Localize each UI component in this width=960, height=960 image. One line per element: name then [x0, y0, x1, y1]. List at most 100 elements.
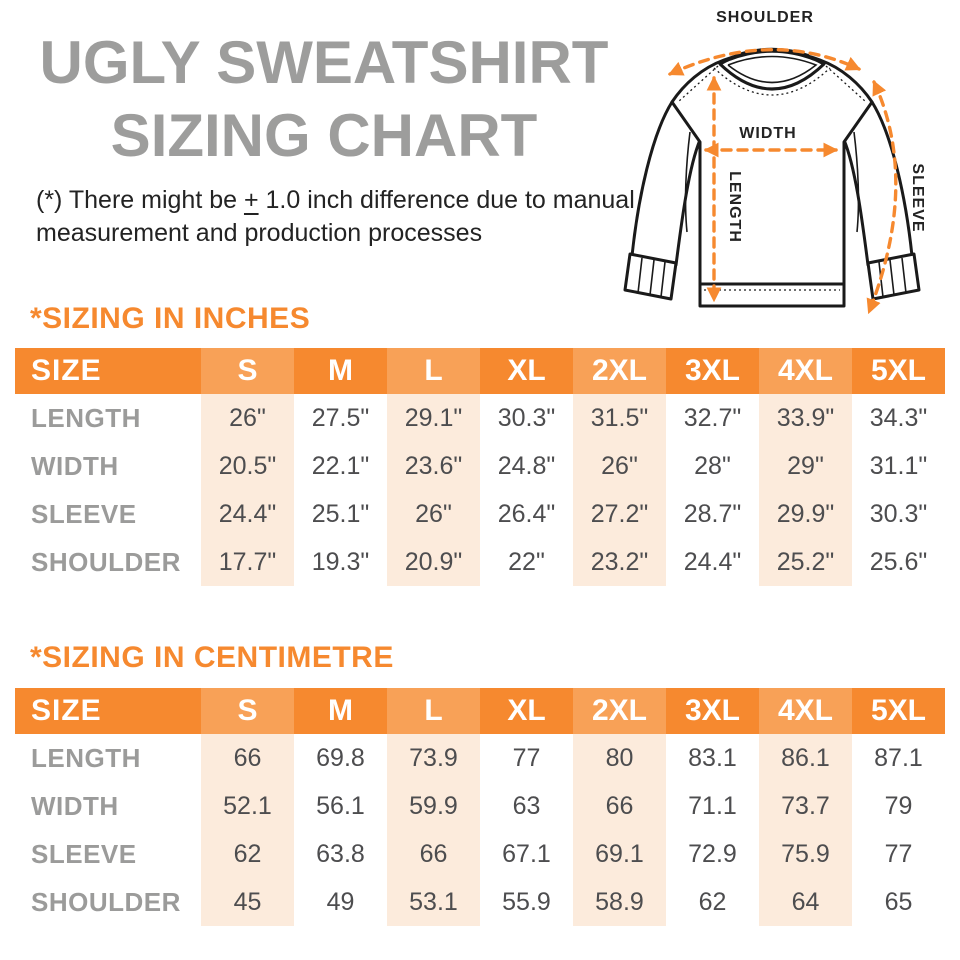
- sizing-table-centimetre: SIZE S M L XL 2XL 3XL 4XL 5XL LENGTH 66 69.8 73.9 77 8…: [15, 688, 945, 926]
- cell-width-xl: 24.8": [497, 451, 556, 480]
- cell-length-5xl: 87.1: [874, 743, 923, 772]
- cell-shoulder-l: 20.9": [387, 538, 480, 586]
- column-header-4xl: 4XL: [759, 688, 852, 734]
- cell-width-l: 59.9: [387, 782, 480, 830]
- column-header-3xl: 3XL: [666, 348, 759, 394]
- cell-width-xl: 63: [512, 791, 541, 820]
- cell-sleeve-xl: 26.4": [497, 499, 556, 528]
- column-header-size: SIZE: [15, 688, 201, 734]
- cell-shoulder-m: 19.3": [311, 547, 370, 576]
- cell-shoulder-3xl: 62: [698, 887, 727, 916]
- shoulder-label: SHOULDER: [716, 9, 814, 26]
- column-header-s: S: [201, 688, 294, 734]
- cell-shoulder-2xl: 23.2": [573, 538, 666, 586]
- page-title-line-1: UGLY SWEATSHIRT: [39, 29, 609, 96]
- cell-width-3xl: 28": [694, 451, 731, 480]
- cell-sleeve-4xl: 29.9": [759, 490, 852, 538]
- plus-minus-symbol: +: [243, 186, 259, 214]
- left-underarm-fold: [684, 131, 691, 233]
- cell-shoulder-xl: 22": [508, 547, 545, 576]
- section-heading-centimetre: *SIZING IN CENTIMETRE: [30, 641, 394, 674]
- column-header-3xl: 3XL: [666, 688, 759, 734]
- row-label-width: WIDTH: [31, 790, 119, 821]
- cell-length-s: 66: [201, 734, 294, 782]
- cell-shoulder-3xl: 24.4": [683, 547, 742, 576]
- page-title: UGLY SWEATSHIRT SIZING CHART: [28, 26, 620, 172]
- row-label-sleeve: SLEEVE: [31, 838, 137, 869]
- column-header-2xl: 2XL: [573, 688, 666, 734]
- right-underarm-fold: [853, 131, 860, 233]
- cell-sleeve-3xl: 72.9: [688, 839, 737, 868]
- cell-sleeve-s: 62: [201, 830, 294, 878]
- cell-shoulder-l: 53.1: [387, 878, 480, 926]
- row-label-length: LENGTH: [31, 402, 141, 433]
- left-cuff: [623, 252, 678, 301]
- cell-shoulder-4xl: 64: [759, 878, 852, 926]
- cell-sleeve-2xl: 69.1: [573, 830, 666, 878]
- column-header-5xl: 5XL: [852, 688, 945, 734]
- cell-shoulder-s: 17.7": [201, 538, 294, 586]
- row-label-shoulder: SHOULDER: [31, 546, 181, 577]
- sleeve-arrow: [866, 79, 898, 315]
- cell-length-3xl: 83.1: [688, 743, 737, 772]
- shoulder-arrow: [667, 47, 862, 76]
- collar-stitch: [713, 67, 831, 96]
- sleeve-label: SLEEVE: [909, 163, 926, 232]
- cell-sleeve-l: 66: [387, 830, 480, 878]
- cell-length-l: 73.9: [387, 734, 480, 782]
- column-header-m: M: [294, 688, 387, 734]
- column-header-size: SIZE: [15, 348, 201, 394]
- cell-width-4xl: 73.7: [759, 782, 852, 830]
- sizing-table-inches: SIZE S M L XL 2XL 3XL 4XL 5XL LENGTH 26" 27.5" 29.1"…: [15, 348, 945, 586]
- cell-length-5xl: 34.3": [869, 403, 928, 432]
- page-title-line-2: SIZING CHART: [110, 102, 538, 169]
- cell-width-5xl: 31.1": [869, 451, 928, 480]
- column-header-5xl: 5XL: [852, 348, 945, 394]
- column-header-xl: XL: [480, 688, 573, 734]
- cell-width-m: 22.1": [311, 451, 370, 480]
- cell-sleeve-l: 26": [387, 490, 480, 538]
- cell-shoulder-5xl: 25.6": [869, 547, 928, 576]
- cell-length-s: 26": [201, 394, 294, 442]
- cell-width-4xl: 29": [759, 442, 852, 490]
- column-header-l: L: [387, 688, 480, 734]
- cell-length-2xl: 80: [573, 734, 666, 782]
- cell-shoulder-2xl: 58.9: [573, 878, 666, 926]
- row-label-sleeve: SLEEVE: [31, 498, 137, 529]
- cell-shoulder-m: 49: [326, 887, 355, 916]
- row-label-width: WIDTH: [31, 450, 119, 481]
- width-label: WIDTH: [739, 125, 796, 142]
- cell-sleeve-m: 25.1": [311, 499, 370, 528]
- cell-width-l: 23.6": [387, 442, 480, 490]
- cell-length-3xl: 32.7": [683, 403, 742, 432]
- column-header-m: M: [294, 348, 387, 394]
- section-heading-inches: *SIZING IN INCHES: [30, 302, 311, 335]
- cell-shoulder-xl: 55.9: [502, 887, 551, 916]
- cell-length-4xl: 86.1: [759, 734, 852, 782]
- cell-sleeve-m: 63.8: [316, 839, 365, 868]
- cell-sleeve-5xl: 30.3": [869, 499, 928, 528]
- cell-sleeve-5xl: 77: [884, 839, 913, 868]
- cell-sleeve-4xl: 75.9: [759, 830, 852, 878]
- cell-length-l: 29.1": [387, 394, 480, 442]
- cell-sleeve-3xl: 28.7": [683, 499, 742, 528]
- disclaimer-suffix: 1.0 inch difference due to manual measur…: [36, 186, 635, 247]
- column-header-l: L: [387, 348, 480, 394]
- sweatshirt-diagram: SHOULDER WIDTH LENGTH SLEEVE: [623, 9, 926, 315]
- cell-width-s: 52.1: [201, 782, 294, 830]
- cell-length-xl: 30.3": [497, 403, 556, 432]
- cell-shoulder-5xl: 65: [884, 887, 913, 916]
- column-header-xl: XL: [480, 348, 573, 394]
- left-cuff-ribs: [637, 257, 666, 298]
- row-label-length: LENGTH: [31, 742, 141, 773]
- cell-length-4xl: 33.9": [759, 394, 852, 442]
- cell-sleeve-s: 24.4": [201, 490, 294, 538]
- hem-band: [698, 282, 846, 308]
- column-header-s: S: [201, 348, 294, 394]
- cell-length-m: 69.8: [316, 743, 365, 772]
- cell-width-3xl: 71.1: [688, 791, 737, 820]
- length-label: LENGTH: [726, 171, 743, 243]
- disclaimer-text: (*) There might be + 1.0 inch difference…: [36, 184, 652, 250]
- cell-length-xl: 77: [512, 743, 541, 772]
